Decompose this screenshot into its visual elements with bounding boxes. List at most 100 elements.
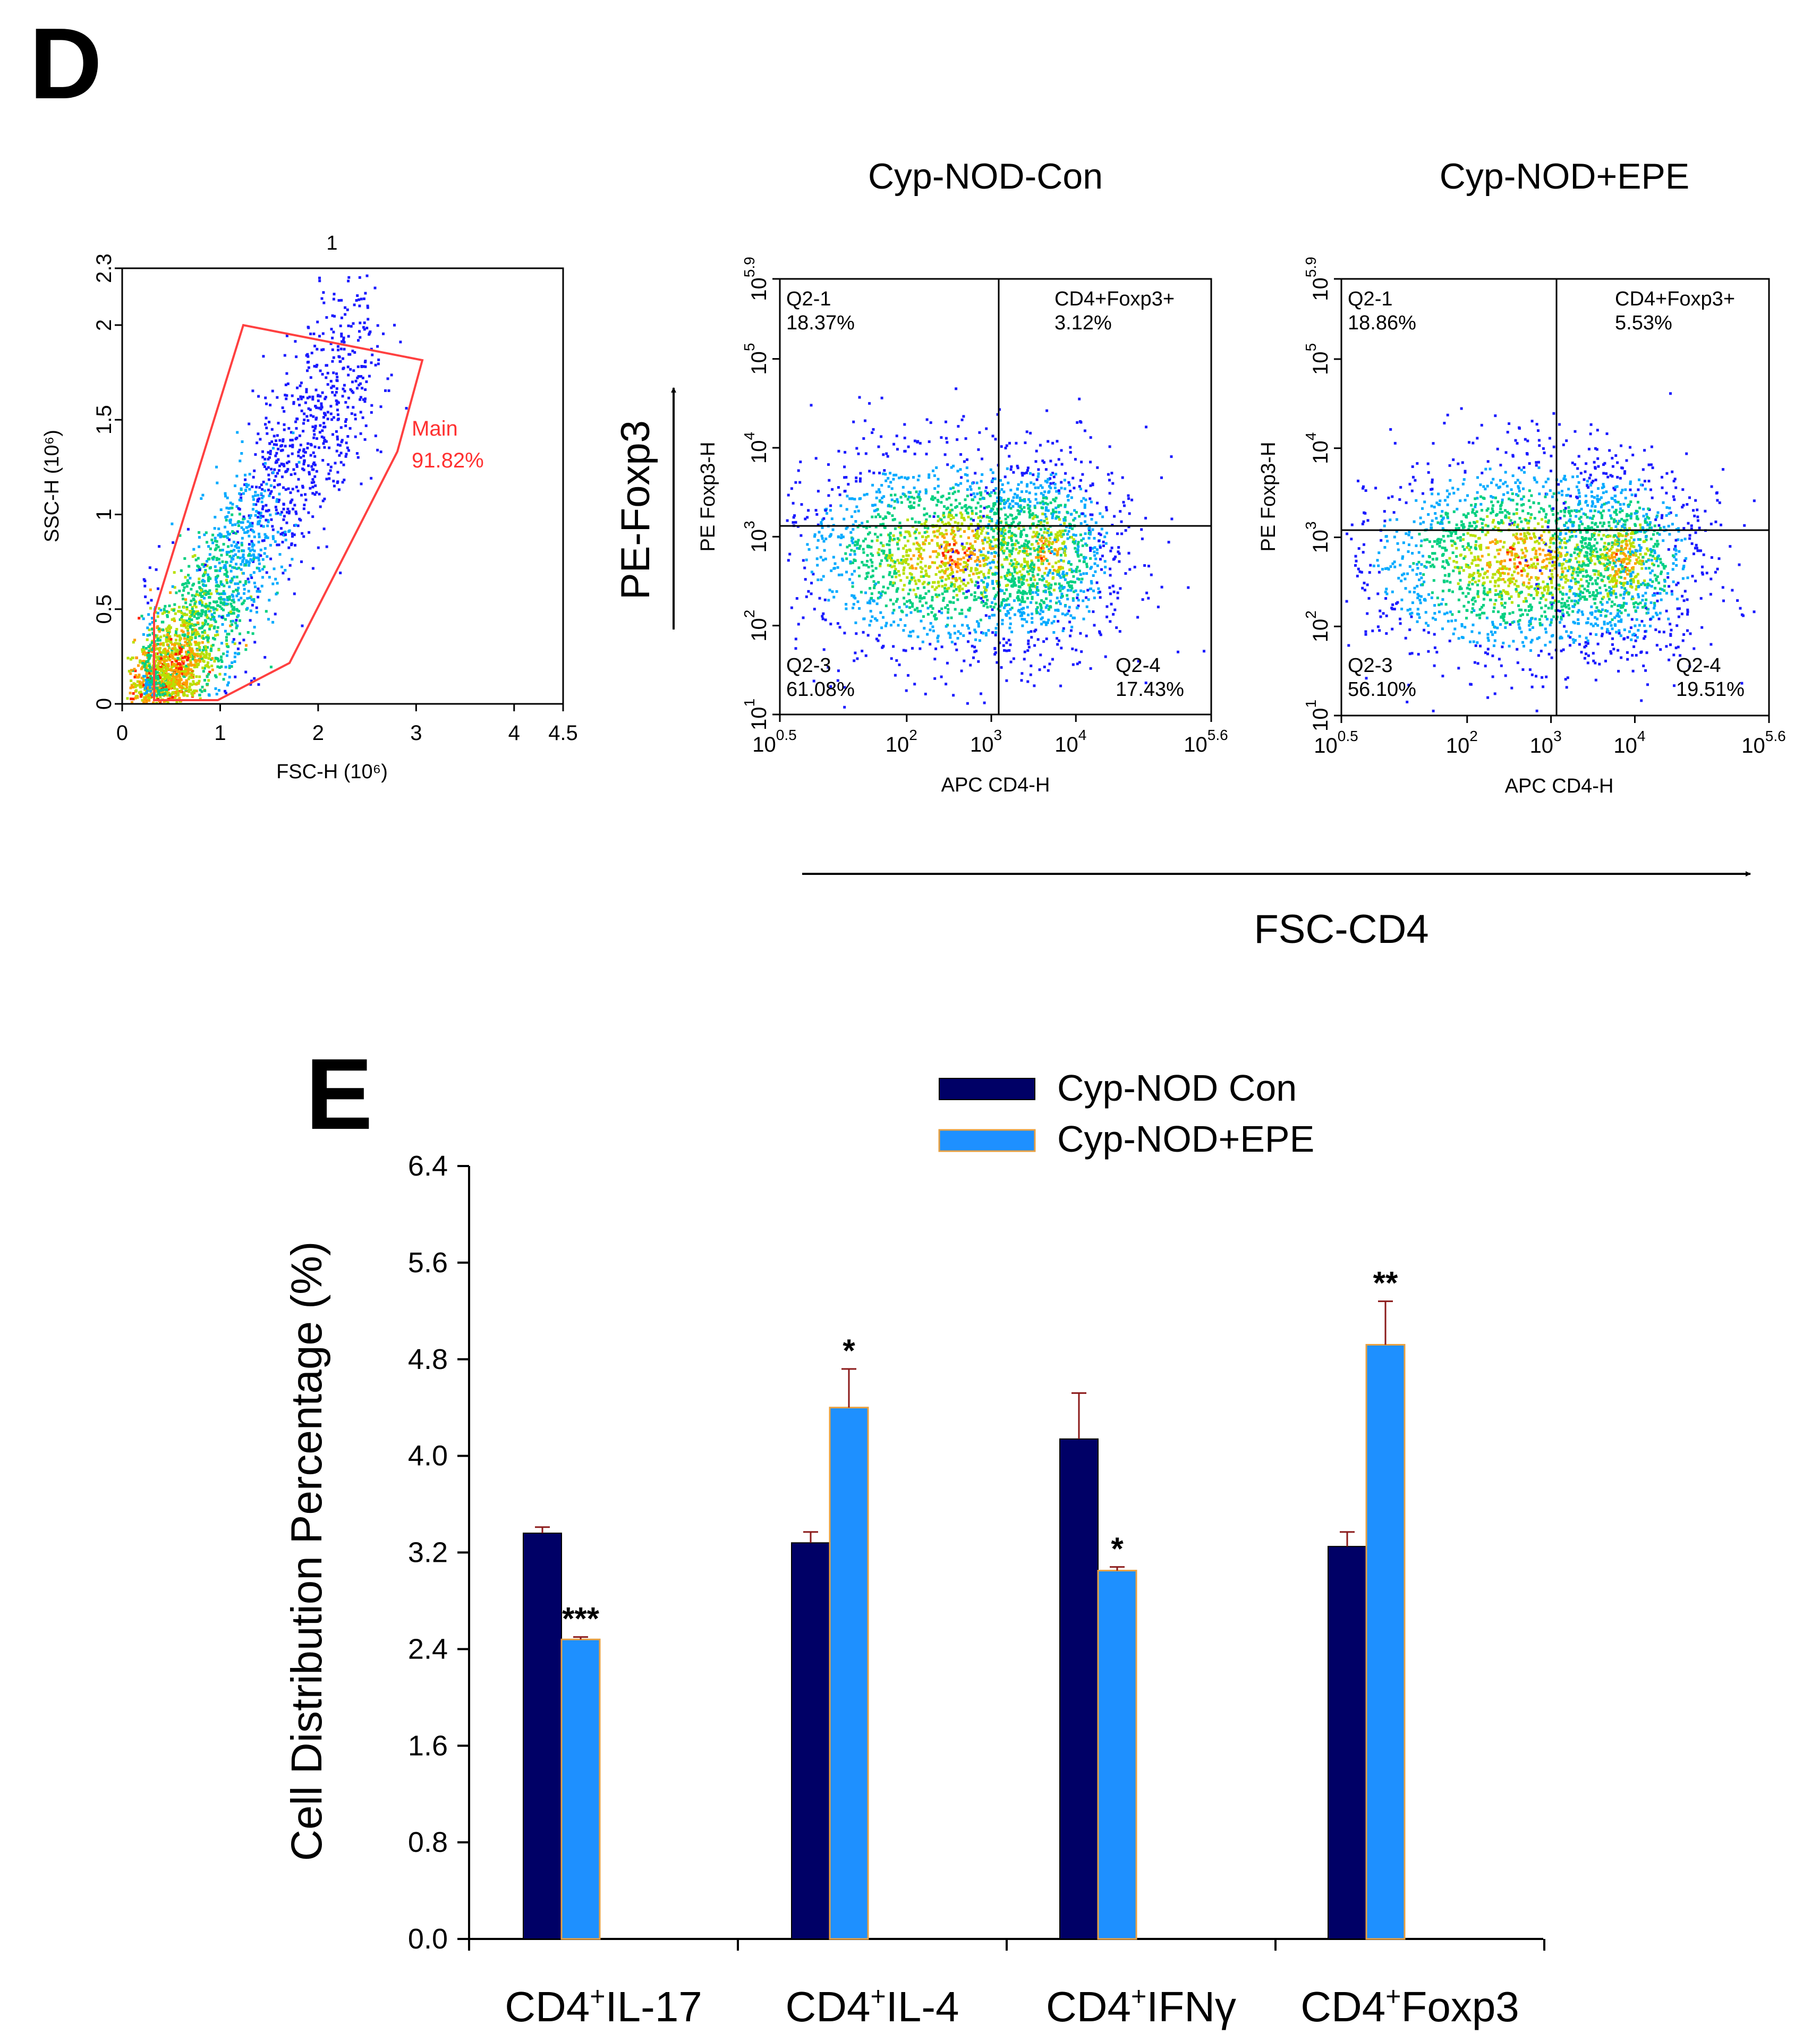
gating-dot xyxy=(142,649,146,651)
event-dot xyxy=(1064,548,1066,551)
gating-dot xyxy=(213,637,216,641)
event-dot xyxy=(949,559,952,562)
event-dot xyxy=(1069,580,1073,583)
event-dot xyxy=(1110,602,1113,606)
event-dot xyxy=(972,518,975,522)
event-dot xyxy=(1057,620,1060,623)
gating-dot xyxy=(311,426,314,428)
gating-dot xyxy=(211,533,215,537)
event-dot xyxy=(1079,632,1082,635)
gating-dot xyxy=(178,606,181,609)
event-dot xyxy=(985,558,988,561)
event-dot xyxy=(913,453,916,456)
event-dot xyxy=(919,594,922,598)
event-dot xyxy=(935,555,939,558)
event-dot xyxy=(1005,523,1008,526)
gating-dot xyxy=(200,595,203,598)
gating-dot xyxy=(240,568,243,571)
gating-dot xyxy=(232,555,235,558)
event-dot xyxy=(1021,598,1024,601)
event-dot xyxy=(1036,515,1039,518)
gating-dot xyxy=(282,572,285,575)
gating-dot xyxy=(218,615,221,618)
event-dot xyxy=(1056,552,1059,556)
gating-dot xyxy=(293,472,296,475)
gating-dot xyxy=(173,644,176,647)
gating-dot xyxy=(150,599,153,602)
gating-dot xyxy=(216,665,219,668)
gating-dot xyxy=(133,676,137,679)
gating-dot xyxy=(267,521,270,524)
event-dot xyxy=(1036,535,1040,539)
gating-dot xyxy=(325,545,328,548)
event-dot xyxy=(948,564,951,567)
gating-dot xyxy=(147,660,150,663)
event-dot xyxy=(1025,592,1028,595)
event-dot xyxy=(990,518,993,521)
gating-dot xyxy=(235,543,239,546)
gating-dot xyxy=(215,543,218,547)
event-dot xyxy=(898,561,901,565)
gating-dot xyxy=(393,324,396,327)
event-dot xyxy=(874,617,877,620)
gating-dot xyxy=(258,569,261,572)
event-dot xyxy=(965,466,968,470)
gating-dot xyxy=(277,458,280,461)
event-dot xyxy=(1119,587,1122,590)
event-dot xyxy=(1069,513,1073,516)
gating-dot xyxy=(251,508,254,511)
event-dot xyxy=(947,515,950,518)
event-dot xyxy=(984,591,986,594)
gating-dot xyxy=(254,556,258,559)
event-dot xyxy=(925,574,928,577)
gating-dot xyxy=(210,665,214,668)
event-dot xyxy=(960,542,964,546)
event-dot xyxy=(1005,641,1008,644)
event-dot xyxy=(1022,582,1025,585)
event-dot xyxy=(987,537,990,540)
event-dot xyxy=(1059,504,1062,507)
event-dot xyxy=(1044,501,1047,505)
event-dot xyxy=(855,447,858,450)
event-dot xyxy=(989,566,992,569)
event-dot xyxy=(1014,543,1016,547)
gating-dot xyxy=(364,424,368,427)
event-dot xyxy=(1003,575,1007,578)
event-dot xyxy=(1085,596,1088,599)
gating-dot xyxy=(186,638,189,641)
event-dot xyxy=(891,611,895,615)
gating-dot xyxy=(168,683,172,686)
event-dot xyxy=(964,473,967,476)
gating-dot xyxy=(301,467,304,471)
gating-dot xyxy=(204,569,207,572)
event-dot xyxy=(880,484,883,487)
gating-dot xyxy=(248,534,251,538)
event-dot xyxy=(988,568,991,572)
event-dot xyxy=(907,496,911,499)
gating-dot xyxy=(225,574,228,577)
event-dot xyxy=(1023,506,1026,509)
event-dot xyxy=(933,497,937,500)
gating-dot xyxy=(213,660,216,663)
gating-dot xyxy=(249,619,252,622)
event-dot xyxy=(1004,577,1007,580)
gating-dot xyxy=(155,647,158,650)
gating-dot xyxy=(242,517,245,521)
gating-dot xyxy=(341,395,344,398)
event-dot xyxy=(912,506,915,509)
gating-x-ticks: 0 1 2 3 4 4.5 xyxy=(116,704,578,745)
event-dot xyxy=(990,527,993,531)
gating-dot xyxy=(345,441,348,445)
gating-dot xyxy=(329,342,333,345)
gating-dot xyxy=(262,539,266,542)
event-dot xyxy=(1124,572,1127,575)
event-dot xyxy=(1007,639,1010,642)
gating-dot xyxy=(265,482,268,486)
gating-dot xyxy=(239,632,241,635)
gating-dot xyxy=(146,677,149,679)
event-dot xyxy=(862,631,865,634)
gating-dot xyxy=(339,572,342,574)
gating-dot xyxy=(339,426,343,429)
gating-dot xyxy=(262,525,265,528)
gating-dot xyxy=(190,692,193,695)
